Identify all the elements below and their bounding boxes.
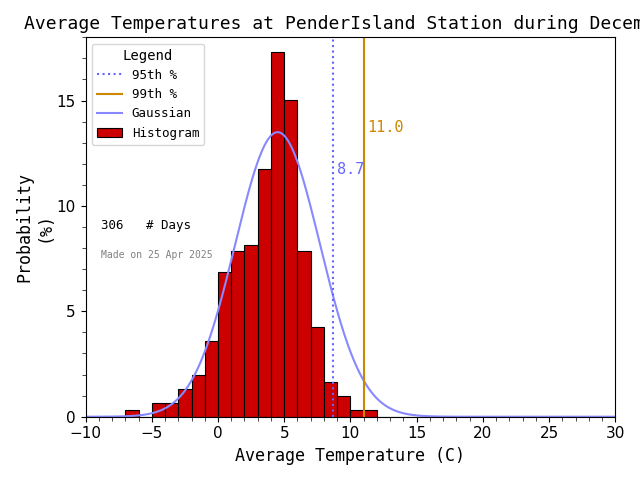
Bar xyxy=(351,410,364,417)
Legend: 95th %, 99th %, Gaussian, Histogram: 95th %, 99th %, Gaussian, Histogram xyxy=(92,44,204,144)
Bar xyxy=(218,272,231,417)
Bar xyxy=(310,327,324,417)
X-axis label: Average Temperature (C): Average Temperature (C) xyxy=(236,447,465,465)
Bar xyxy=(165,403,179,417)
Bar xyxy=(271,52,284,417)
Bar xyxy=(231,252,244,417)
Text: 8.7: 8.7 xyxy=(337,162,365,177)
Bar xyxy=(258,169,271,417)
Y-axis label: Probability
(%): Probability (%) xyxy=(15,172,54,282)
Text: Made on 25 Apr 2025: Made on 25 Apr 2025 xyxy=(102,250,213,260)
Bar xyxy=(191,375,205,417)
Bar xyxy=(125,410,138,417)
Bar xyxy=(337,396,351,417)
Bar xyxy=(284,100,298,417)
Bar xyxy=(244,244,258,417)
Bar xyxy=(205,341,218,417)
Title: Average Temperatures at PenderIsland Station during December: Average Temperatures at PenderIsland Sta… xyxy=(24,15,640,33)
Bar xyxy=(364,410,377,417)
Text: 306   # Days: 306 # Days xyxy=(102,219,191,232)
Bar xyxy=(152,403,165,417)
Bar xyxy=(324,383,337,417)
Bar xyxy=(179,389,191,417)
Text: 11.0: 11.0 xyxy=(367,120,404,135)
Bar xyxy=(298,252,310,417)
